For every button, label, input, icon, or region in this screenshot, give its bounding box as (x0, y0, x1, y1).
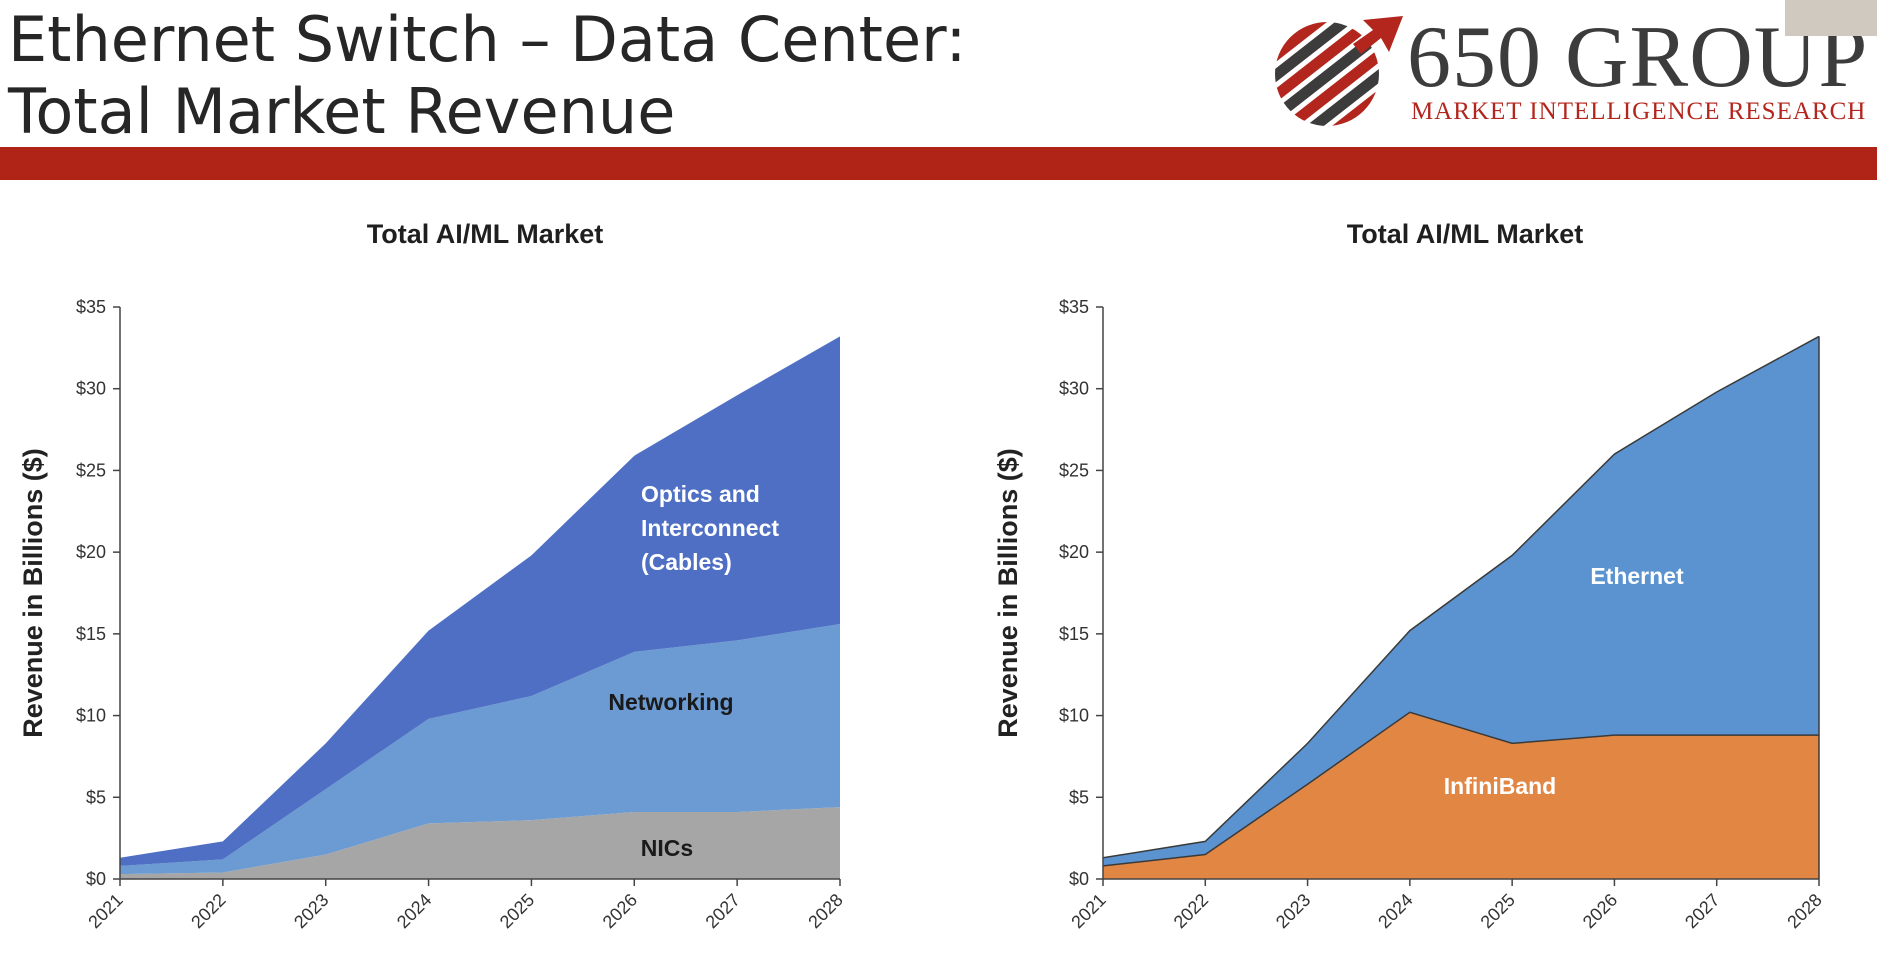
x-tick-label: 2023 (1272, 890, 1314, 932)
x-tick-label: 2022 (187, 890, 229, 932)
total-boundary-line (1102, 335, 1820, 859)
chart-title: Total AI/ML Market (367, 219, 604, 249)
right-area-chart: $0 $5 $10 $15 $20 $25 $30 $35 2021 2022 2023 2024 20… (993, 219, 1826, 932)
y-axis-label: Revenue in Billions ($) (993, 448, 1023, 738)
y-tick-label: $30 (76, 379, 106, 399)
area-label-ethernet: Ethernet (1590, 563, 1684, 589)
x-tick-label: 2028 (1783, 890, 1825, 932)
area-label-infiniband: InfiniBand (1444, 773, 1556, 799)
x-tick-label: 2027 (1681, 890, 1723, 932)
logo-tagline: MARKET INTELLIGENCE RESEARCH (1411, 98, 1867, 125)
striped-ball-arrow-logo-icon (1275, 16, 1403, 126)
area-label-line: Interconnect (641, 515, 779, 541)
header-band (0, 147, 1877, 180)
y-tick-label: $15 (1059, 624, 1089, 644)
area-networking (120, 624, 840, 875)
area-label-line: NICs (641, 835, 693, 861)
x-tick-label: 2028 (804, 890, 846, 932)
y-tick-label: $20 (76, 542, 106, 562)
x-tick-label: 2026 (1579, 890, 1621, 932)
x-tick-label: 2022 (1170, 890, 1212, 932)
area-label-line: InfiniBand (1444, 773, 1556, 799)
infiniband-boundary-line (1102, 711, 1819, 867)
y-tick-label: $5 (86, 787, 106, 807)
area-ethernet (1103, 336, 1819, 866)
area-label-optics-and-interconnect-cables-: Optics and Interconnect (Cables) (641, 481, 779, 575)
chart-title: Total AI/ML Market (1347, 219, 1584, 249)
x-tick-label: 2025 (1477, 890, 1519, 932)
y-tick-label: $10 (1059, 706, 1089, 726)
x-tick-label: 2023 (290, 890, 332, 932)
x-tick-label: 2025 (496, 890, 538, 932)
y-tick-label: $35 (76, 297, 106, 317)
y-tick-label: $35 (1059, 297, 1089, 317)
y-tick-label: $15 (76, 624, 106, 644)
corner-thumbnail (1785, 0, 1877, 36)
area-infiniband (1103, 712, 1819, 879)
y-tick-label: $30 (1059, 379, 1089, 399)
page-title-line-2: Total Market Revenue (8, 75, 676, 148)
y-tick-label: $10 (76, 706, 106, 726)
area-nics (120, 807, 840, 879)
y-tick-label: $25 (1059, 460, 1089, 480)
area-label-line: Networking (608, 689, 733, 715)
x-tick-label: 2026 (599, 890, 641, 932)
x-tick-label: 2024 (1374, 890, 1416, 932)
x-tick-label: 2024 (393, 890, 435, 932)
y-tick-label: $5 (1069, 787, 1089, 807)
y-tick-label: $0 (1069, 869, 1089, 889)
area-label-nics: NICs (641, 835, 693, 861)
y-tick-label: $20 (1059, 542, 1089, 562)
area-label-line: Optics and (641, 481, 760, 507)
y-tick-label: $25 (76, 460, 106, 480)
x-tick-label: 2021 (84, 890, 126, 932)
left-area-chart: $0 $5 $10 $15 $20 $25 $30 $35 2021 2022 2023 2024 20… (18, 219, 847, 932)
area-label-line: (Cables) (641, 549, 732, 575)
page-title-line-1: Ethernet Switch – Data Center: (8, 3, 967, 76)
y-tick-label: $0 (86, 869, 106, 889)
area-label-networking: Networking (608, 689, 733, 715)
area-label-line: Ethernet (1590, 563, 1684, 589)
x-tick-label: 2021 (1067, 890, 1109, 932)
x-tick-label: 2027 (702, 890, 744, 932)
page-title: Ethernet Switch – Data Center: Total Mar… (8, 4, 966, 148)
y-axis-label: Revenue in Billions ($) (18, 448, 48, 738)
area-optics-and-interconnect-cables- (120, 336, 840, 866)
